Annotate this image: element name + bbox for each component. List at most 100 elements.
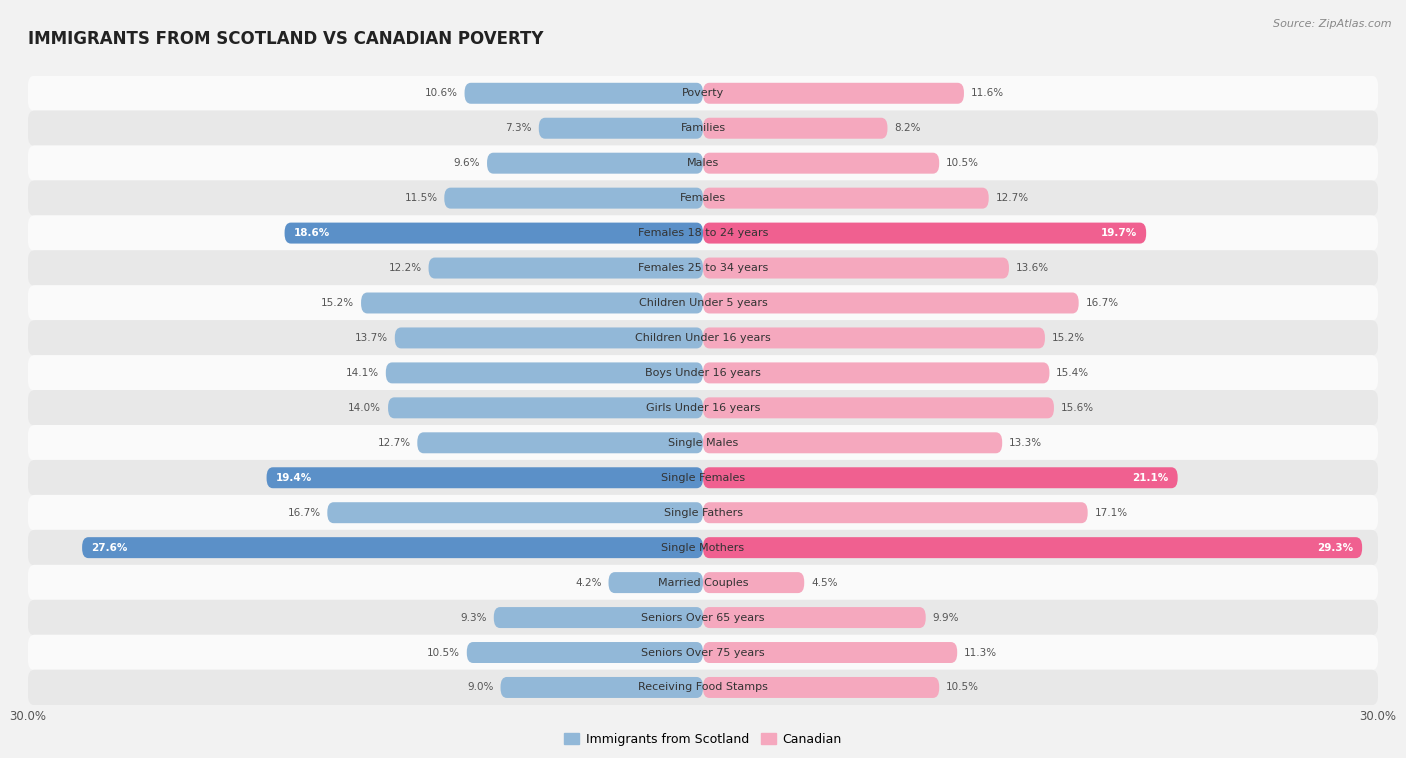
FancyBboxPatch shape [703, 432, 1002, 453]
Text: Children Under 16 years: Children Under 16 years [636, 333, 770, 343]
FancyBboxPatch shape [267, 467, 703, 488]
FancyBboxPatch shape [703, 467, 1178, 488]
FancyBboxPatch shape [703, 503, 1088, 523]
Text: 18.6%: 18.6% [294, 228, 330, 238]
Text: 7.3%: 7.3% [506, 124, 531, 133]
Text: 11.5%: 11.5% [405, 193, 437, 203]
Text: 15.2%: 15.2% [321, 298, 354, 308]
Text: Seniors Over 75 years: Seniors Over 75 years [641, 647, 765, 657]
Text: 8.2%: 8.2% [894, 124, 921, 133]
Text: 13.3%: 13.3% [1010, 438, 1042, 448]
Text: 12.2%: 12.2% [388, 263, 422, 273]
FancyBboxPatch shape [703, 362, 1049, 384]
FancyBboxPatch shape [703, 293, 1078, 314]
Text: Married Couples: Married Couples [658, 578, 748, 587]
FancyBboxPatch shape [28, 634, 1378, 670]
FancyBboxPatch shape [28, 425, 1378, 461]
Text: 14.1%: 14.1% [346, 368, 380, 378]
FancyBboxPatch shape [28, 285, 1378, 321]
FancyBboxPatch shape [703, 152, 939, 174]
Text: Single Females: Single Females [661, 473, 745, 483]
FancyBboxPatch shape [82, 537, 703, 558]
Text: IMMIGRANTS FROM SCOTLAND VS CANADIAN POVERTY: IMMIGRANTS FROM SCOTLAND VS CANADIAN POV… [28, 30, 544, 48]
FancyBboxPatch shape [418, 432, 703, 453]
Text: Females 18 to 24 years: Females 18 to 24 years [638, 228, 768, 238]
FancyBboxPatch shape [467, 642, 703, 663]
FancyBboxPatch shape [703, 642, 957, 663]
Text: 19.7%: 19.7% [1101, 228, 1137, 238]
Text: Families: Families [681, 124, 725, 133]
Text: 10.6%: 10.6% [425, 88, 458, 99]
FancyBboxPatch shape [609, 572, 703, 593]
Text: 16.7%: 16.7% [1085, 298, 1119, 308]
FancyBboxPatch shape [395, 327, 703, 349]
FancyBboxPatch shape [703, 258, 1010, 278]
FancyBboxPatch shape [28, 320, 1378, 356]
FancyBboxPatch shape [28, 600, 1378, 635]
FancyBboxPatch shape [385, 362, 703, 384]
FancyBboxPatch shape [464, 83, 703, 104]
FancyBboxPatch shape [28, 355, 1378, 390]
Text: 9.6%: 9.6% [454, 158, 481, 168]
Text: 4.5%: 4.5% [811, 578, 838, 587]
FancyBboxPatch shape [28, 565, 1378, 600]
FancyBboxPatch shape [28, 111, 1378, 146]
FancyBboxPatch shape [429, 258, 703, 278]
Text: 19.4%: 19.4% [276, 473, 312, 483]
FancyBboxPatch shape [703, 223, 1146, 243]
Text: Children Under 5 years: Children Under 5 years [638, 298, 768, 308]
FancyBboxPatch shape [28, 390, 1378, 426]
Text: 13.6%: 13.6% [1015, 263, 1049, 273]
Text: Females: Females [681, 193, 725, 203]
Text: Source: ZipAtlas.com: Source: ZipAtlas.com [1274, 19, 1392, 29]
Text: Single Mothers: Single Mothers [661, 543, 745, 553]
FancyBboxPatch shape [703, 397, 1054, 418]
Text: Single Fathers: Single Fathers [664, 508, 742, 518]
Text: 16.7%: 16.7% [287, 508, 321, 518]
FancyBboxPatch shape [328, 503, 703, 523]
Text: 17.1%: 17.1% [1094, 508, 1128, 518]
FancyBboxPatch shape [28, 180, 1378, 216]
Text: Males: Males [688, 158, 718, 168]
FancyBboxPatch shape [28, 460, 1378, 496]
FancyBboxPatch shape [494, 607, 703, 628]
Text: 15.6%: 15.6% [1060, 402, 1094, 413]
Text: Boys Under 16 years: Boys Under 16 years [645, 368, 761, 378]
FancyBboxPatch shape [703, 83, 965, 104]
Text: 27.6%: 27.6% [91, 543, 128, 553]
FancyBboxPatch shape [703, 607, 925, 628]
FancyBboxPatch shape [28, 669, 1378, 705]
FancyBboxPatch shape [486, 152, 703, 174]
FancyBboxPatch shape [538, 117, 703, 139]
Text: 13.7%: 13.7% [354, 333, 388, 343]
FancyBboxPatch shape [444, 188, 703, 208]
FancyBboxPatch shape [284, 223, 703, 243]
Text: 12.7%: 12.7% [995, 193, 1029, 203]
FancyBboxPatch shape [703, 188, 988, 208]
Text: Receiving Food Stamps: Receiving Food Stamps [638, 682, 768, 693]
Text: 9.3%: 9.3% [461, 612, 486, 622]
FancyBboxPatch shape [501, 677, 703, 698]
Text: 10.5%: 10.5% [427, 647, 460, 657]
Text: 29.3%: 29.3% [1317, 543, 1353, 553]
Text: 11.3%: 11.3% [965, 647, 997, 657]
FancyBboxPatch shape [703, 677, 939, 698]
Text: 10.5%: 10.5% [946, 158, 979, 168]
FancyBboxPatch shape [361, 293, 703, 314]
FancyBboxPatch shape [28, 146, 1378, 181]
Text: Girls Under 16 years: Girls Under 16 years [645, 402, 761, 413]
Text: 9.9%: 9.9% [932, 612, 959, 622]
FancyBboxPatch shape [28, 76, 1378, 111]
FancyBboxPatch shape [28, 495, 1378, 531]
FancyBboxPatch shape [28, 530, 1378, 565]
FancyBboxPatch shape [703, 327, 1045, 349]
FancyBboxPatch shape [703, 117, 887, 139]
Text: 15.4%: 15.4% [1056, 368, 1090, 378]
FancyBboxPatch shape [388, 397, 703, 418]
Text: 15.2%: 15.2% [1052, 333, 1085, 343]
FancyBboxPatch shape [703, 572, 804, 593]
FancyBboxPatch shape [28, 215, 1378, 251]
Legend: Immigrants from Scotland, Canadian: Immigrants from Scotland, Canadian [564, 733, 842, 746]
Text: 9.0%: 9.0% [467, 682, 494, 693]
Text: 14.0%: 14.0% [349, 402, 381, 413]
